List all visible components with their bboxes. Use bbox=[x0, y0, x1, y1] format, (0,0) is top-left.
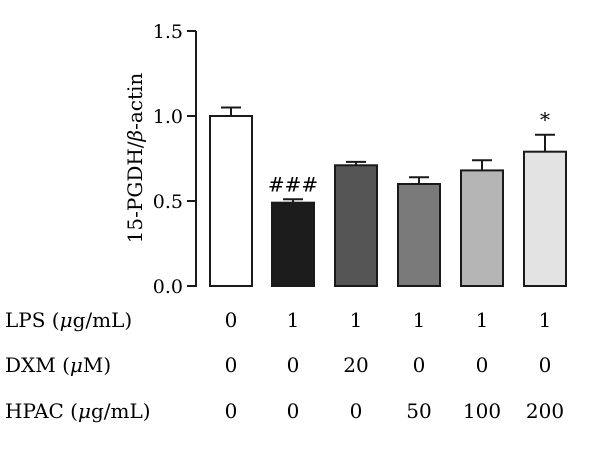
y-axis-label: 15-PGDH/β-actin bbox=[123, 73, 147, 244]
treatment-row-value: 0 bbox=[413, 353, 426, 377]
treatment-row-value: 0 bbox=[225, 308, 238, 332]
bar bbox=[334, 164, 378, 287]
y-tick-label: 1.0 bbox=[153, 106, 183, 128]
y-tick-label: 0.0 bbox=[153, 276, 183, 298]
treatment-row-value: 0 bbox=[225, 353, 238, 377]
bar bbox=[523, 150, 567, 287]
treatment-row-label: DXM (μM) bbox=[5, 353, 111, 377]
y-axis: 0.0 0.5 1.0 1.5 bbox=[153, 21, 197, 298]
treatment-row-value: 1 bbox=[413, 308, 426, 332]
treatment-row-value: 0 bbox=[476, 353, 489, 377]
treatment-row-value: 0 bbox=[350, 399, 363, 423]
significance-label: * bbox=[540, 108, 550, 132]
treatment-row-value: 1 bbox=[539, 308, 552, 332]
treatment-row-value: 1 bbox=[476, 308, 489, 332]
treatment-row-value: 50 bbox=[406, 399, 431, 423]
treatment-row-value: 0 bbox=[539, 353, 552, 377]
treatment-row-value: 0 bbox=[225, 399, 238, 423]
bar bbox=[271, 201, 315, 287]
treatment-row-value: 1 bbox=[350, 308, 363, 332]
bar bbox=[460, 169, 504, 287]
bars: ### * bbox=[209, 106, 567, 287]
treatment-row-value: 20 bbox=[343, 353, 368, 377]
treatment-row-value: 0 bbox=[287, 399, 300, 423]
bar bbox=[397, 183, 441, 287]
treatment-row-value: 1 bbox=[287, 308, 300, 332]
treatment-row-value: 0 bbox=[287, 353, 300, 377]
y-tick-label: 0.5 bbox=[153, 191, 183, 213]
bar bbox=[209, 115, 253, 287]
treatment-row-label: HPAC (μg/mL) bbox=[5, 399, 151, 423]
significance-label: ### bbox=[268, 172, 318, 196]
treatment-row-value: 100 bbox=[463, 399, 501, 423]
treatment-row-value: 200 bbox=[526, 399, 564, 423]
y-tick-label: 1.5 bbox=[153, 21, 183, 43]
treatment-row-label: LPS (μg/mL) bbox=[5, 308, 132, 332]
